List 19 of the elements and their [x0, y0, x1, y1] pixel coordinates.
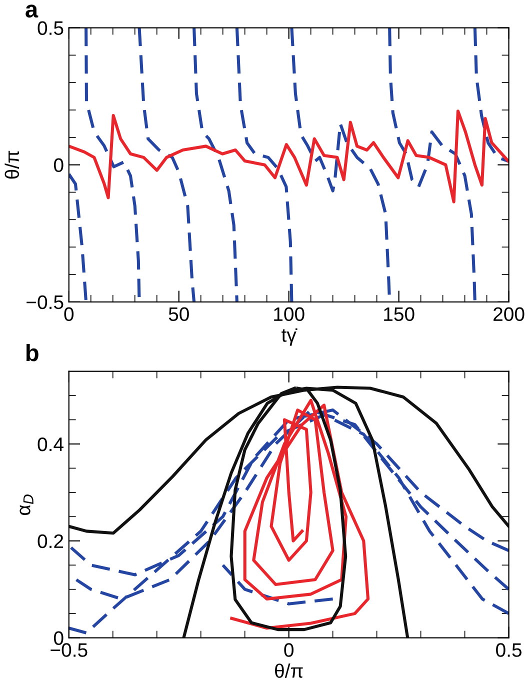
x-axis-title: tγ̇ [282, 328, 298, 346]
y-tick-label: −0.5 [26, 295, 64, 310]
x-tick-label: 200 [494, 307, 524, 322]
y-axis-title: θ/π [4, 150, 20, 179]
y-tick-label: 0.5 [38, 21, 64, 35]
chart-title: b [26, 344, 38, 362]
chart-title: a [26, 4, 38, 18]
x-tick-label: 100 [274, 307, 304, 322]
x-tick-label: 0 [64, 307, 74, 322]
x-tick-label: 0 [284, 643, 294, 657]
y-tick-label: 0.2 [38, 534, 64, 548]
y-tick-label: 0 [54, 631, 64, 646]
x-tick-label: 0.5 [496, 643, 522, 657]
y-axis-title: α$_{D}$ [20, 494, 34, 515]
x-tick-label: 150 [384, 307, 414, 322]
x-tick-label: 50 [168, 307, 189, 322]
y-tick-label: 0 [54, 158, 64, 172]
x-axis-title: θ/π [275, 664, 303, 678]
y-tick-label: 0.4 [38, 437, 64, 452]
